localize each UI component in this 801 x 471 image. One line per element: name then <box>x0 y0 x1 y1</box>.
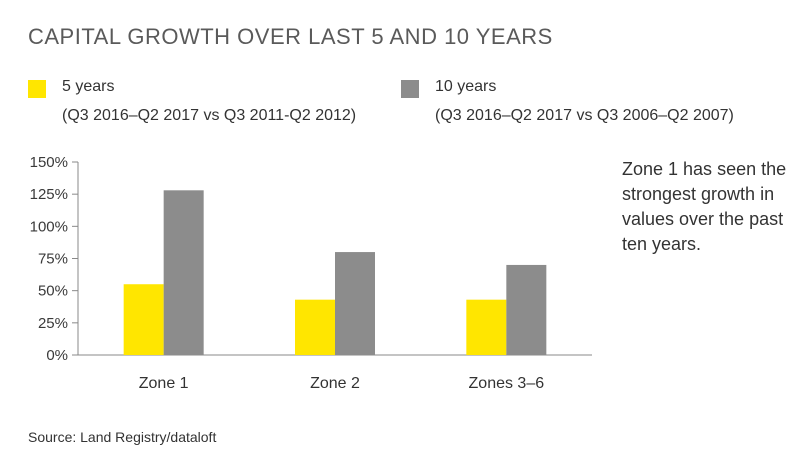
y-tick-label: 150% <box>30 154 68 171</box>
source-note: Source: Land Registry/dataloft <box>28 429 217 445</box>
x-category-label: Zones 3–6 <box>469 375 545 392</box>
x-category-label: Zone 1 <box>139 375 189 392</box>
x-category-label: Zone 2 <box>310 375 360 392</box>
chart-title: CAPITAL GROWTH OVER LAST 5 AND 10 YEARS <box>28 24 553 49</box>
legend-swatch-10-years <box>401 80 419 98</box>
bar-10-years-zone-1 <box>163 190 204 355</box>
legend-label-5-years: 5 years <box>62 78 115 95</box>
legend-swatch-5-years <box>28 80 46 98</box>
bar-5-years-zones-3-6 <box>466 299 507 355</box>
y-tick-label: 0% <box>46 347 68 364</box>
bar-10-years-zones-3-6 <box>506 264 547 355</box>
legend-detail-5-years: (Q3 2016–Q2 2017 vs Q3 2011-Q2 2012) <box>62 107 357 124</box>
chart-note: Zone 1 has seen the strongest growth in … <box>622 159 787 254</box>
y-tick-label: 100% <box>30 218 68 235</box>
bar-10-years-zone-2 <box>335 252 375 355</box>
legend-label-10-years: 10 years <box>435 78 497 95</box>
legend-detail-10-years: (Q3 2016–Q2 2017 vs Q3 2006–Q2 2007) <box>435 107 734 124</box>
bar-5-years-zone-1 <box>123 284 164 355</box>
y-tick-label: 50% <box>38 283 68 300</box>
y-tick-label: 25% <box>38 315 68 332</box>
bar-5-years-zone-2 <box>295 299 335 355</box>
y-tick-label: 75% <box>38 251 68 268</box>
y-tick-label: 125% <box>30 186 68 203</box>
